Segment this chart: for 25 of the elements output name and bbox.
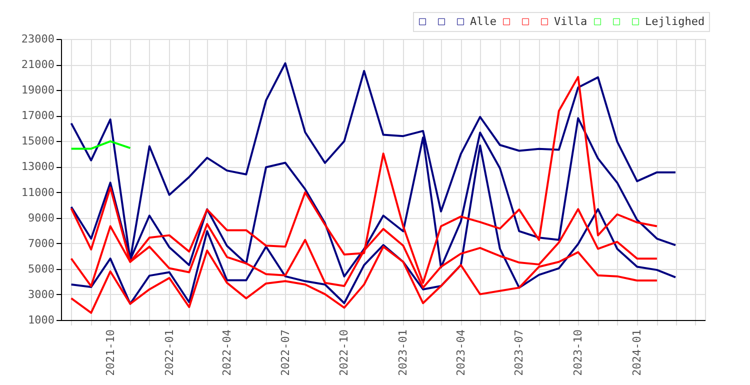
y-tick-label: 15000 bbox=[21, 134, 54, 148]
y-tick-label: 17000 bbox=[21, 109, 54, 122]
legend-label: Villa bbox=[554, 14, 588, 28]
x-tick-label: 2022-10 bbox=[338, 330, 351, 376]
x-tick-label: 2022-04 bbox=[220, 329, 234, 376]
x-tick-label: 2022-07 bbox=[278, 330, 292, 376]
y-tick-label: 3000 bbox=[28, 288, 54, 301]
y-tick-label: 19000 bbox=[21, 84, 54, 97]
x-tick-label: 2023-07 bbox=[512, 330, 526, 376]
x-tick-label: 2023-01 bbox=[396, 330, 410, 376]
x-tick-label: 2023-04 bbox=[454, 329, 468, 376]
legend-label: Alle bbox=[470, 14, 496, 28]
x-tick-label: 2023-10 bbox=[572, 330, 585, 376]
y-tick-label: 21000 bbox=[21, 58, 54, 72]
y-tick-label: 11000 bbox=[21, 186, 54, 199]
y-tick-label: 23000 bbox=[21, 32, 54, 46]
y-tick-label: 1000 bbox=[28, 314, 54, 326]
x-tick-label: 2024-01 bbox=[630, 330, 644, 376]
x-tick-label: 2022-01 bbox=[162, 330, 176, 376]
legend-label: Lejlighed bbox=[645, 14, 705, 28]
y-tick-label: 5000 bbox=[28, 262, 54, 276]
y-tick-label: 13000 bbox=[21, 160, 54, 174]
y-tick-label: 9000 bbox=[28, 211, 54, 224]
x-tick-label: 2021-10 bbox=[104, 330, 117, 376]
y-tick-label: 7000 bbox=[28, 236, 54, 250]
